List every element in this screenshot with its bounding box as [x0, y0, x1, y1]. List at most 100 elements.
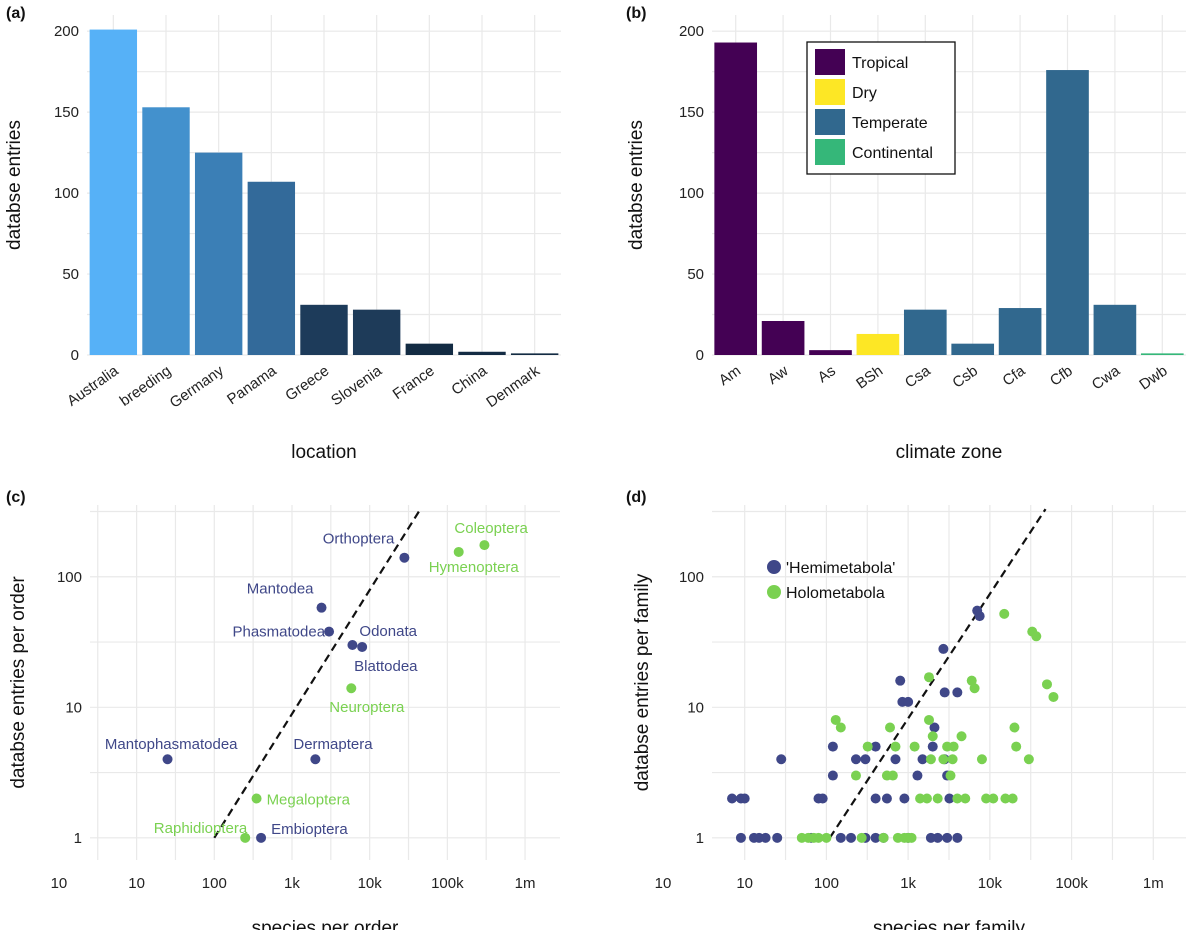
point-holometabola [1007, 793, 1018, 804]
x-tick-label: Aw [765, 362, 792, 388]
point-label-raphidioptera: Raphidioptera [154, 820, 248, 837]
legend-label-holometabola: Holometabola [786, 585, 885, 602]
point-hemimetabola [870, 793, 881, 804]
point-holometabola [1041, 679, 1052, 690]
point-label-mantophasmatodea: Mantophasmatodea [105, 736, 238, 753]
y-axis-label: databse entries per family [632, 573, 653, 791]
panel-d: 10 10 100 1k 10k 100k 1m 1 10 100 species per fami… [626, 489, 1186, 935]
point-holometabola [909, 741, 920, 752]
point-holometabola [969, 683, 980, 694]
y-tick-label: 10 [687, 699, 704, 716]
bar-Germany [194, 152, 243, 355]
x-tick-label: Germany [167, 362, 228, 412]
point-hemimetabola [952, 832, 963, 843]
legend-label-hemimetabola: 'Hemimetabola' [786, 560, 895, 577]
point-hemimetabola [870, 832, 881, 843]
y-tick-label: 100 [57, 569, 82, 586]
x-tick-label: 10k [358, 875, 383, 892]
point-holometabola [925, 754, 936, 765]
x-tick-label: Greece [282, 362, 332, 404]
point-holometabola [932, 793, 943, 804]
point-holometabola [952, 793, 963, 804]
y-tick-label: 1 [74, 830, 82, 847]
x-tick-label: 1k [900, 875, 916, 892]
point-holometabola [921, 793, 932, 804]
x-tick-label: 1m [515, 875, 536, 892]
point-odonata [347, 640, 358, 651]
x-axis-label: species per order [252, 918, 399, 930]
point-hemimetabola [974, 611, 985, 622]
x-tick-label: 100k [1055, 875, 1088, 892]
point-dermaptera [310, 754, 321, 765]
bar-Cwa [1093, 304, 1137, 355]
point-holometabola [1009, 722, 1020, 733]
x-tick-label: 1m [1143, 875, 1164, 892]
x-tick-label: breeding [117, 362, 175, 409]
point-holometabola [1011, 741, 1022, 752]
bar-Aw [761, 321, 805, 355]
point-holometabola [1031, 631, 1042, 642]
point-hemimetabola [895, 675, 906, 686]
bar-Cfa [998, 308, 1042, 355]
panel-tag: (c) [6, 489, 26, 506]
y-tick-label: 100 [679, 185, 704, 202]
point-holometabola [830, 714, 841, 725]
point-hemimetabola [850, 754, 861, 765]
point-holometabola [948, 741, 959, 752]
x-tick-label: 100 [202, 875, 227, 892]
point-hemimetabola [835, 832, 846, 843]
x-tick-label: BSh [853, 362, 886, 392]
x-tick-label: 10 [128, 875, 145, 892]
point-label-megaloptera: Megaloptera [267, 792, 351, 809]
bar-Csa [903, 309, 947, 355]
y-tick-label: 0 [71, 347, 79, 364]
x-tick-label: 10 [736, 875, 753, 892]
point-holometabola [923, 672, 934, 683]
point-holometabola [1000, 793, 1011, 804]
point-holometabola [885, 722, 896, 733]
y-axis-label: databse entries [626, 120, 647, 250]
point-holometabola [878, 832, 889, 843]
point-hymenoptera [453, 546, 464, 557]
point-holometabola [1048, 691, 1059, 702]
point-hemimetabola [860, 754, 871, 765]
point-hemimetabola [927, 741, 938, 752]
point-mantodea [316, 602, 327, 613]
point-hemimetabola [903, 696, 914, 707]
point-hemimetabola [727, 793, 738, 804]
point-label-dermaptera: Dermaptera [293, 736, 373, 753]
y-tick-label: 1 [696, 830, 704, 847]
bar-BSh [856, 333, 900, 355]
point-hemimetabola [944, 793, 955, 804]
point-holometabola [960, 793, 971, 804]
point-holometabola [988, 793, 999, 804]
point-raphidioptera [240, 832, 251, 843]
point-embioptera [256, 832, 267, 843]
point-holometabola [887, 770, 898, 781]
point-holometabola [966, 675, 977, 686]
x-tick-label: Cwa [1089, 362, 1124, 394]
y-tick-label: 200 [679, 23, 704, 40]
point-label-mantodea: Mantodea [247, 581, 314, 598]
x-tick-label: Panama [224, 362, 280, 408]
point-label-orthoptera: Orthoptera [323, 531, 395, 548]
y-tick-label: 50 [687, 266, 704, 283]
point-holometabola [856, 832, 867, 843]
point-hemimetabola [912, 770, 923, 781]
point-hemimetabola [917, 754, 928, 765]
x-tick-label: Am [716, 362, 744, 389]
bar-breeding [142, 107, 190, 356]
point-neuroptera [346, 683, 357, 694]
point-label-odonata: Odonata [359, 623, 417, 640]
y-tick-label: 100 [679, 569, 704, 586]
x-tick-label: Dwb [1136, 362, 1170, 393]
point-label-coleoptera: Coleoptera [454, 520, 528, 537]
point-holometabola [813, 832, 824, 843]
x-tick-label: Slovenia [328, 362, 385, 409]
point-holometabola [999, 608, 1010, 619]
point-holometabola [956, 731, 967, 742]
legend-marker-hemimetabola [767, 560, 781, 574]
legend-swatch-tropical [815, 49, 845, 75]
